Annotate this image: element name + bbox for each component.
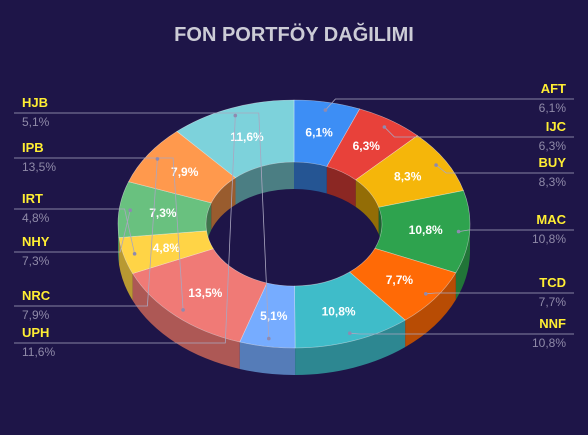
leader-line-IRT: [14, 208, 135, 254]
legend-value-NNF: 10,8%: [532, 336, 566, 350]
legend-label-MAC: MAC: [536, 212, 566, 227]
leader-dot-TCD: [424, 292, 428, 296]
legend-value-IJC: 6,3%: [539, 139, 567, 153]
leader-dot-NNF: [348, 331, 352, 336]
inner-wall-AFT: [294, 162, 327, 194]
leader-line-MAC: [458, 229, 574, 232]
leader-dot-HJB: [267, 336, 271, 341]
slice-value-IJC: 6,3%: [353, 139, 381, 153]
leader-dot-MAC: [456, 229, 461, 234]
slice-UPH: [176, 99, 295, 179]
leader-dot-IJC: [382, 125, 387, 129]
outer-wall-MAC: [455, 224, 470, 300]
slice-value-MAC: 10,8%: [409, 223, 443, 237]
slice-value-AFT: 6,1%: [305, 126, 333, 140]
inner-wall-UPH: [235, 162, 294, 205]
leader-line-IJC: [384, 126, 574, 138]
outer-wall-HJB: [239, 341, 296, 376]
legend-label-TCD: TCD: [539, 275, 566, 290]
inner-wall-BUY: [355, 179, 379, 235]
outer-wall-NHY: [118, 224, 120, 265]
legend-value-NRC: 7,9%: [22, 308, 50, 322]
inner-wall-NRC: [211, 177, 236, 230]
leader-dot-UPH: [233, 113, 238, 118]
legend-value-HJB: 5,1%: [22, 115, 50, 129]
legend-value-IPB: 13,5%: [22, 160, 56, 174]
legend-label-HJB: HJB: [22, 95, 48, 110]
inner-wall-IJC: [326, 166, 356, 207]
legend-label-NRC: NRC: [22, 288, 51, 303]
leader-line-NRC: [14, 158, 158, 307]
leader-line-HJB: [14, 112, 270, 339]
leader-line-NHY: [14, 210, 131, 253]
legend-label-IRT: IRT: [22, 191, 43, 206]
leader-dot-IRT: [132, 252, 137, 256]
outer-wall-IPB: [132, 273, 240, 369]
chart-title: FON PORTFÖY DAĞILIMI: [174, 22, 414, 46]
legend-label-AFT: AFT: [541, 81, 566, 96]
leader-line-TCD: [425, 292, 574, 295]
outer-wall-TCD: [405, 272, 456, 348]
leader-dot-NHY: [128, 208, 132, 212]
slice-value-BUY: 8,3%: [394, 170, 422, 184]
legend-value-TCD: 7,7%: [539, 295, 567, 309]
leader-dot-NRC: [155, 157, 160, 161]
legend-label-UPH: UPH: [22, 325, 49, 340]
slice-value-UPH: 11,6%: [230, 130, 264, 144]
leader-line-BUY: [435, 164, 574, 174]
slice-value-IPB: 13,5%: [188, 286, 222, 300]
legend-label-IPB: IPB: [22, 140, 44, 155]
slice-value-NHY: 7,3%: [149, 206, 177, 220]
slice-value-HJB: 5,1%: [260, 309, 288, 323]
leader-dot-AFT: [323, 108, 328, 112]
slice-value-NNF: 10,8%: [322, 305, 356, 319]
leader-line-AFT: [325, 98, 574, 111]
leader-line-UPH: [14, 115, 236, 344]
slice-value-NRC: 7,9%: [171, 165, 199, 179]
legend-value-AFT: 6,1%: [539, 101, 567, 115]
legend-label-NNF: NNF: [539, 316, 566, 331]
legend-value-IRT: 4,8%: [22, 211, 50, 225]
slice-value-TCD: 7,7%: [386, 273, 414, 287]
outer-wall-IRT: [119, 237, 133, 301]
legend-value-BUY: 8,3%: [539, 175, 567, 189]
legend-label-NHY: NHY: [22, 234, 50, 249]
legend-label-BUY: BUY: [539, 155, 567, 170]
leader-line-NNF: [349, 332, 574, 335]
leader-line-IPB: [14, 157, 184, 310]
legend-value-UPH: 11,6%: [22, 345, 55, 359]
legend-value-MAC: 10,8%: [532, 232, 566, 246]
legend-label-IJC: IJC: [546, 119, 567, 134]
legend-value-NHY: 7,3%: [22, 254, 50, 268]
leader-dot-IPB: [181, 308, 185, 312]
side-labels: AFT 6,1% IJC 6,3% BUY 8,3% MAC 10,8% TCD 7,7% NNF 1…: [14, 81, 574, 359]
slice-value-IRT: 4,8%: [153, 241, 181, 255]
leader-dot-BUY: [434, 163, 438, 167]
